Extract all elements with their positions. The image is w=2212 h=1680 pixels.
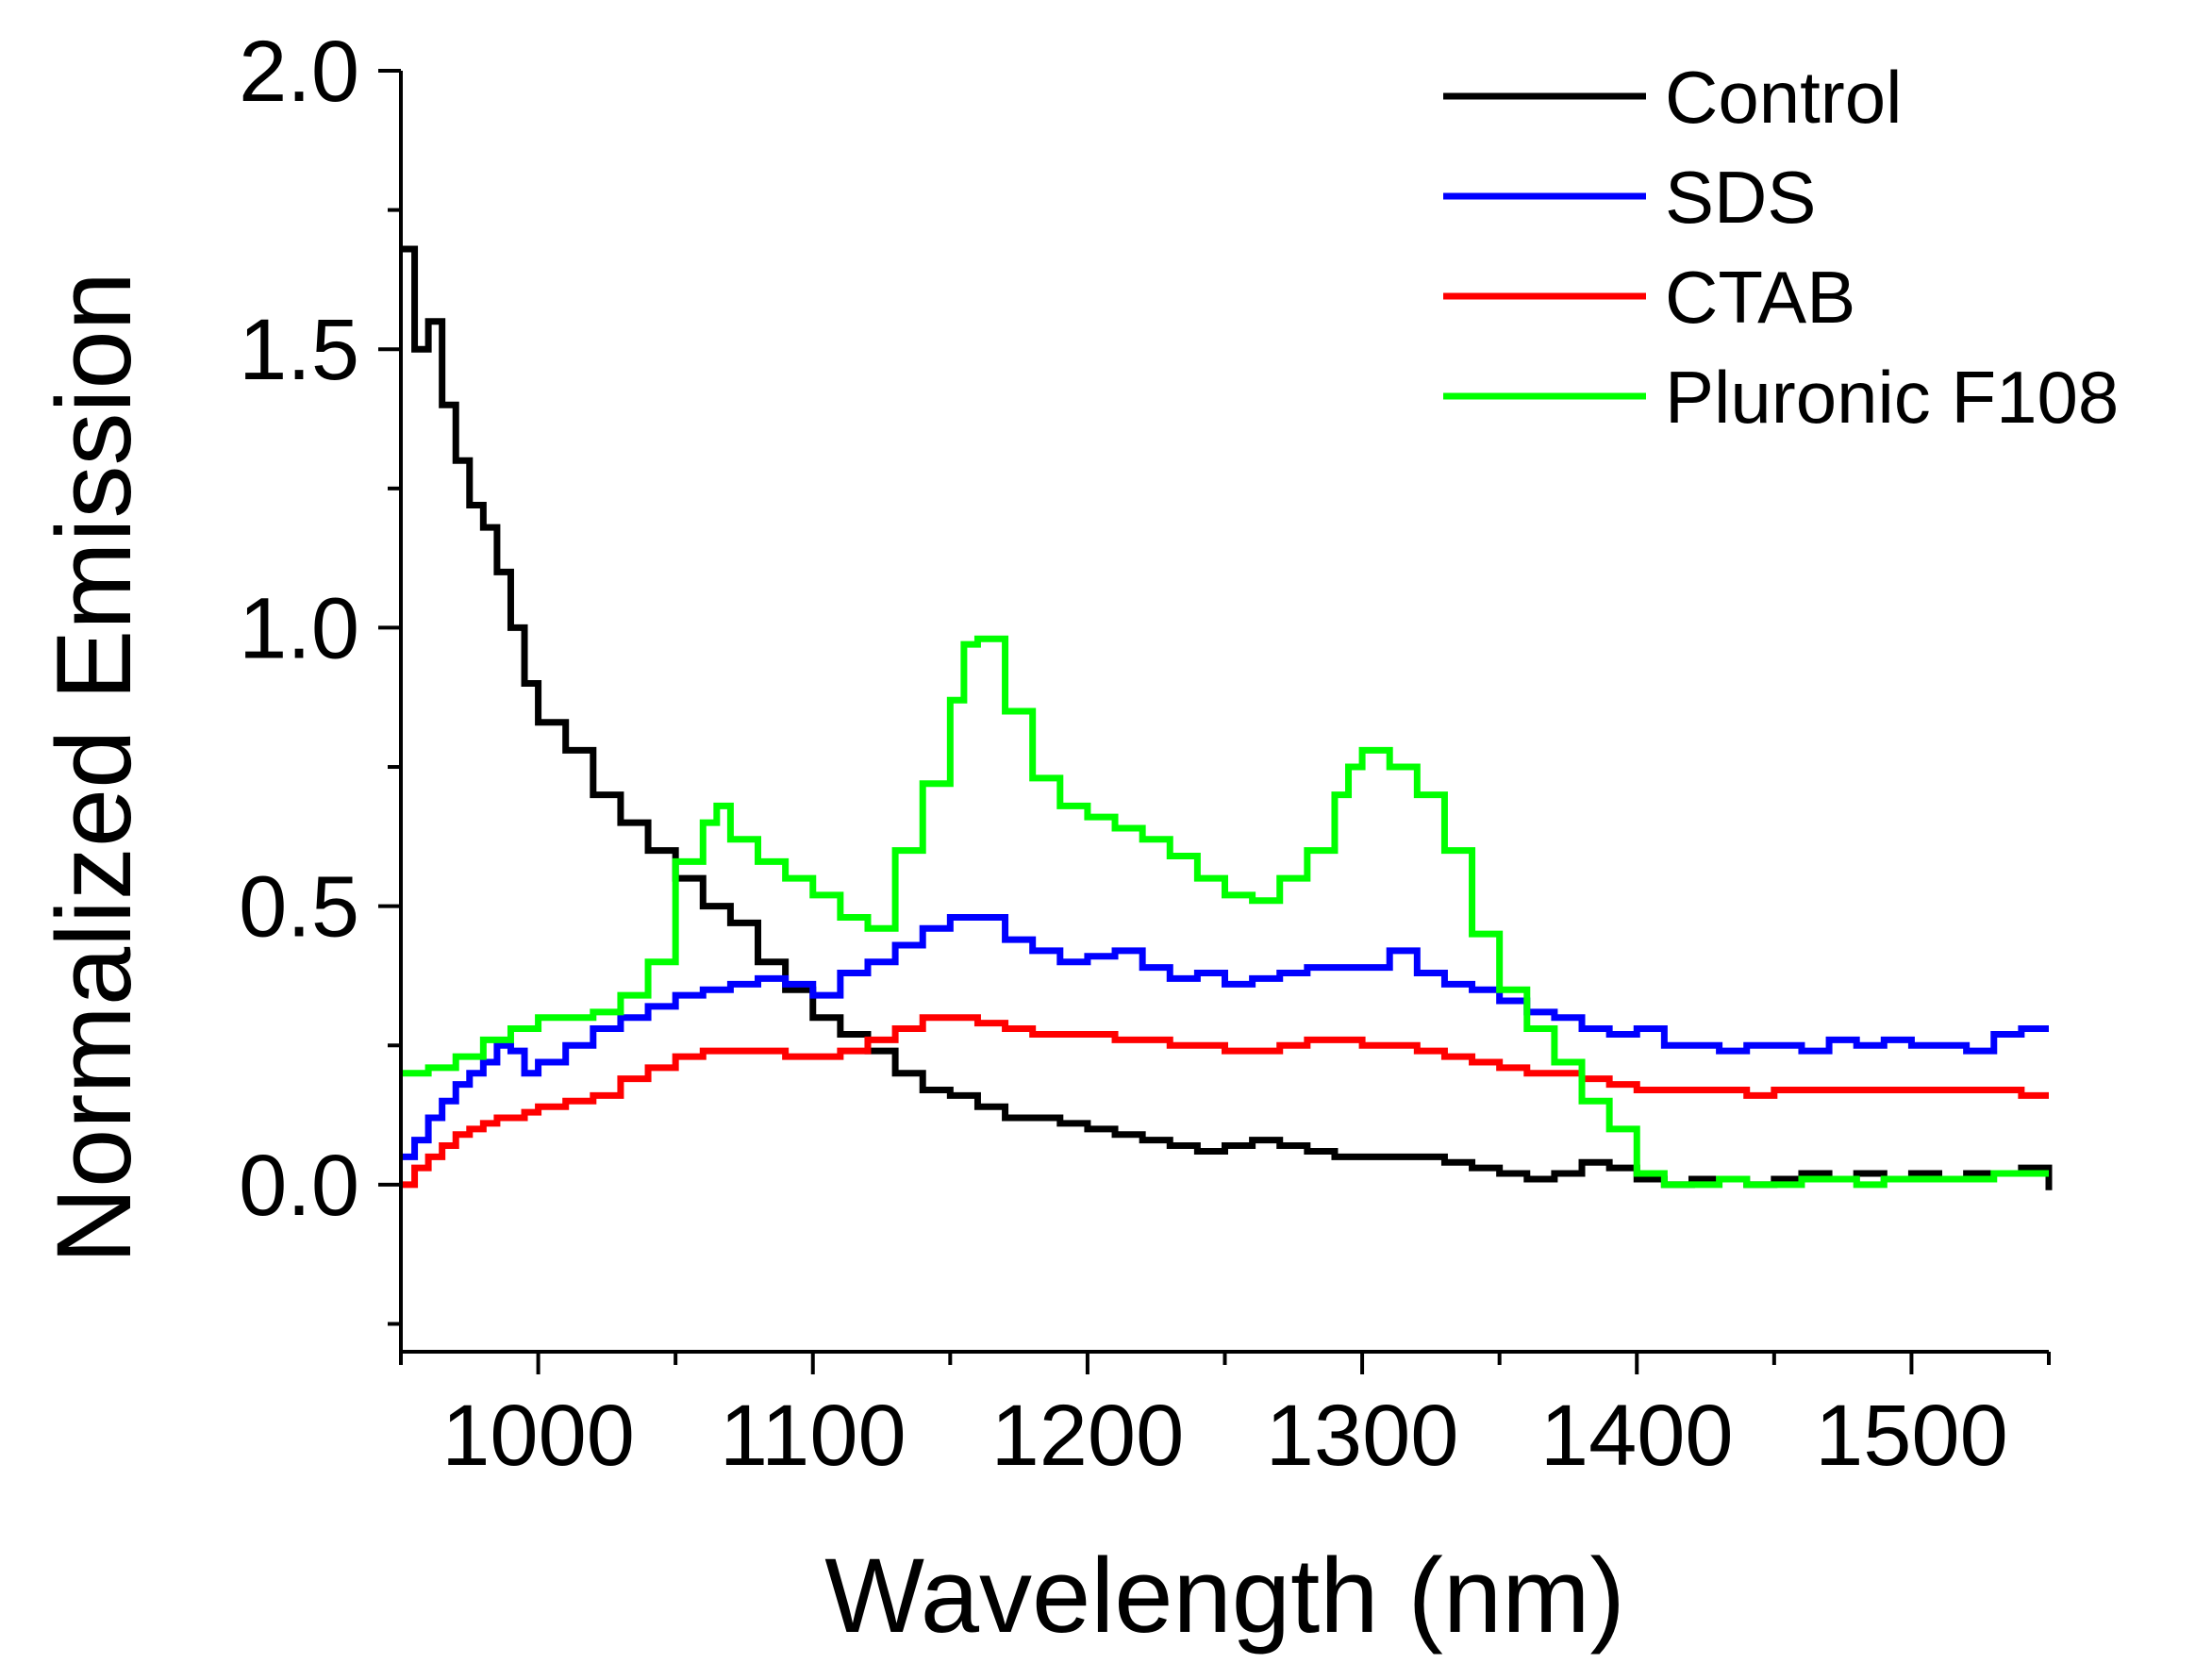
y-tick-label: 2.0 <box>239 24 359 120</box>
legend-label-control: Control <box>1665 56 1902 139</box>
x-axis: 1000 1100 1200 1300 1400 1500 <box>399 1350 2051 1484</box>
x-tick-label: 1500 <box>1815 1388 2008 1484</box>
y-tick-label: 1.5 <box>239 302 359 398</box>
x-tick-label: 1000 <box>441 1388 635 1484</box>
y-tick-label: 0.0 <box>239 1138 359 1234</box>
x-tick-label: 1400 <box>1540 1388 1734 1484</box>
x-tick-label: 1200 <box>991 1388 1185 1484</box>
y-axis-title: Normalized Emission <box>35 272 153 1264</box>
legend-label-sds: SDS <box>1665 156 1816 239</box>
legend-label-pluronic-f108: Pluronic F108 <box>1665 356 2119 439</box>
series-line-ctab <box>401 1014 2049 1189</box>
x-tick-label: 1300 <box>1266 1388 1459 1484</box>
plot-area <box>401 245 2053 1190</box>
legend-label-ctab: CTAB <box>1665 256 1855 339</box>
legend: Control SDS CTAB Pluronic F108 <box>1443 56 2119 439</box>
y-tick-label: 0.5 <box>239 859 359 956</box>
series-line-sds <box>401 913 2049 1160</box>
series-line-pluronic-f108 <box>401 635 2049 1189</box>
x-tick-label: 1100 <box>720 1388 906 1484</box>
y-axis: 0.0 0.5 1.0 1.5 2.0 <box>239 24 403 1352</box>
x-axis-title: Wavelength (nm) <box>824 1537 1625 1655</box>
y-tick-label: 1.0 <box>239 580 359 676</box>
